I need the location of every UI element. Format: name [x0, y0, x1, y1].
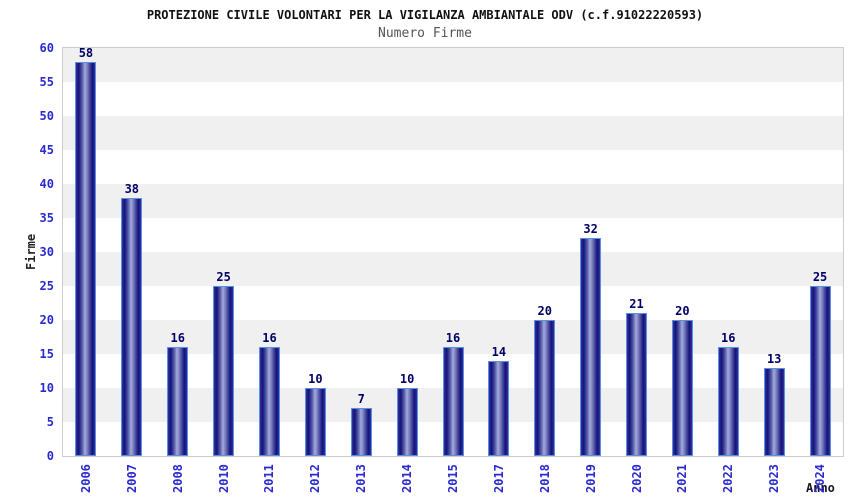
bar-2024 [809, 286, 831, 456]
y-tick-label: 25 [39, 279, 54, 293]
bar-value-label: 13 [766, 351, 782, 366]
x-tick-label: 2023 [767, 464, 782, 493]
x-axis-title: Anno [806, 481, 835, 495]
bar-2008 [167, 347, 189, 456]
bar-value-label: 25 [216, 270, 231, 284]
bar-value-label: 20 [537, 304, 552, 318]
x-tick-label: 2012 [308, 464, 323, 493]
x-tick-label: 2014 [400, 464, 415, 493]
bar-value-label: 25 [812, 270, 828, 284]
bar-2020 [626, 313, 648, 456]
y-tick-label: 30 [39, 245, 54, 259]
chart-subtitle: Numero Firme [378, 26, 472, 41]
bar-value-label: 14 [491, 344, 507, 359]
y-tick-label: 60 [39, 41, 54, 55]
bar-2018 [534, 320, 556, 456]
bar-2013 [350, 408, 372, 456]
y-tick-label: 45 [39, 143, 54, 157]
y-tick-label: 55 [39, 75, 54, 89]
x-tick-label: 2013 [354, 464, 369, 493]
bar-2015 [442, 347, 464, 456]
x-tick-label: 2021 [675, 464, 690, 493]
bar-value-label: 16 [721, 331, 736, 346]
x-tick-label: 2008 [170, 464, 185, 493]
bar-2022 [717, 347, 739, 456]
bar-2011 [258, 347, 280, 456]
y-tick-label: 15 [39, 347, 54, 361]
bar-value-label: 16 [170, 331, 185, 346]
y-tick-label: 0 [46, 449, 54, 463]
x-tick-label: 2010 [216, 464, 231, 493]
bar-2019 [580, 238, 602, 456]
bar-2014 [396, 388, 418, 456]
y-tick-label: 5 [46, 415, 54, 429]
y-tick-label: 35 [39, 211, 54, 225]
bar-value-label: 16 [445, 331, 461, 346]
bar-value-label: 32 [583, 222, 598, 237]
x-tick-label: 2015 [446, 464, 460, 493]
bar-2021 [671, 320, 693, 456]
x-tick-label: 2017 [491, 464, 506, 493]
bar-value-label: 10 [308, 372, 323, 386]
y-tick-label: 40 [39, 177, 54, 191]
bar-value-label: 16 [262, 331, 277, 346]
y-tick-label: 50 [39, 109, 54, 123]
bar-value-label: 21 [629, 297, 644, 312]
bar-value-label: 58 [78, 45, 94, 60]
x-tick-label: 2022 [721, 464, 736, 493]
bar-2006 [75, 61, 97, 456]
bar-2007 [121, 197, 143, 456]
y-tick-label: 20 [39, 313, 54, 327]
bar-2012 [304, 388, 326, 456]
x-tick-label: 2007 [124, 464, 139, 493]
x-tick-label: 2020 [629, 464, 644, 493]
bar-value-label: 10 [399, 372, 415, 386]
x-tick-label: 2006 [78, 464, 93, 493]
y-tick-label: 10 [39, 381, 54, 395]
x-tick-label: 2019 [583, 464, 598, 493]
bar-2017 [488, 360, 510, 456]
bar-value-label: 20 [675, 304, 690, 318]
x-tick-label: 2018 [537, 464, 552, 493]
chart-title: PROTEZIONE CIVILE VOLONTARI PER LA VIGIL… [146, 8, 704, 22]
bar-value-label: 7 [357, 392, 365, 407]
bar-value-label: 38 [124, 181, 140, 196]
x-tick-label: 2024 [813, 464, 828, 493]
bar-2023 [763, 367, 785, 456]
x-tick-label: 2011 [262, 464, 277, 493]
bar-2010 [213, 286, 235, 456]
